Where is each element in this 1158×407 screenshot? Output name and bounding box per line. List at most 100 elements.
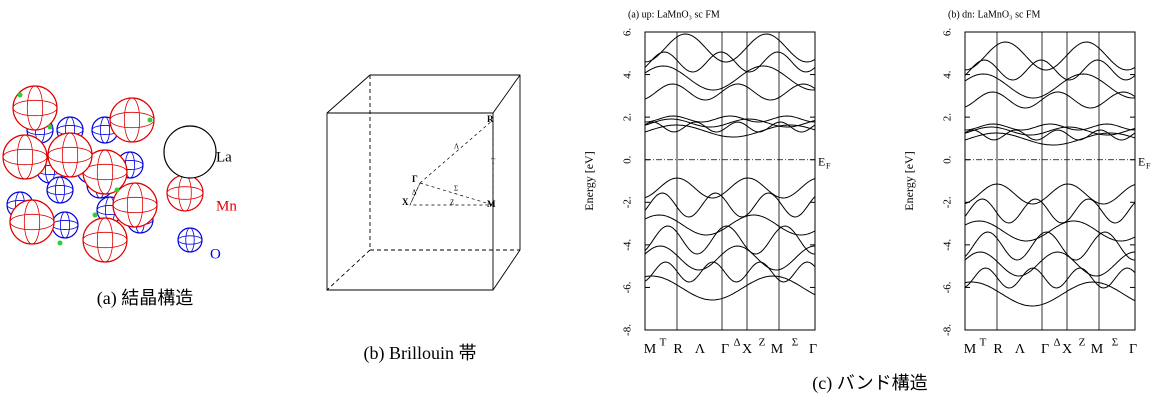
bond	[148, 118, 153, 123]
legend-o: O	[210, 246, 221, 262]
la-atom	[164, 126, 216, 178]
fermi-label: E	[818, 154, 825, 168]
y-tick-label: 6.	[942, 28, 954, 37]
band-curve	[645, 262, 815, 282]
band-plot: (b) dn: LaMnO₃ sc FM Energy [eV] -8. -6. -4.…	[902, 9, 1151, 357]
atom	[110, 98, 154, 142]
k-label: M	[644, 342, 657, 357]
fermi-label: E	[1138, 154, 1145, 168]
band-curve	[645, 52, 815, 72]
caption-c: (c) バンド構造	[812, 373, 927, 394]
k-label: M	[964, 342, 977, 357]
atom	[113, 183, 157, 227]
y-tick-label: -4.	[942, 239, 954, 251]
fermi-sub: F	[1146, 162, 1151, 171]
y-tick-label: -8.	[942, 324, 954, 336]
band-curve	[965, 92, 1135, 108]
plot-title: (a) up: LaMnO₃ sc FM	[628, 9, 720, 20]
k-label: T	[660, 337, 667, 349]
line-z: Z	[450, 199, 454, 207]
y-tick-label: -2.	[942, 196, 954, 208]
atom	[83, 218, 127, 262]
k-label: Δ	[1053, 337, 1060, 349]
band-curve	[645, 178, 815, 198]
band-curve	[645, 34, 815, 62]
y-axis-label: Energy [eV]	[902, 151, 916, 210]
point-x: X	[402, 197, 409, 207]
band-curve	[965, 60, 1135, 80]
y-tick-label: 4.	[942, 70, 954, 79]
y-tick-label: 2.	[622, 113, 634, 122]
line-delta: Δ	[412, 189, 417, 197]
point-m: M	[487, 199, 496, 209]
band-curve	[965, 42, 1135, 70]
atom	[52, 212, 78, 238]
y-tick-label: 0.	[622, 155, 634, 164]
band-curve	[965, 282, 1135, 306]
brillouin-box	[327, 75, 520, 290]
figure: La Mn O (a) 結晶構造 Γ X M R Λ Σ Δ Z T (b) B…	[0, 0, 1158, 407]
k-label: Σ	[792, 337, 798, 349]
legend-mn: Mn	[216, 198, 237, 214]
k-label: X	[742, 342, 752, 357]
atom	[48, 133, 92, 177]
k-label: Z	[1079, 337, 1086, 349]
y-tick-label: -6.	[622, 281, 634, 293]
y-tick-label: -4.	[622, 239, 634, 251]
atom	[3, 135, 47, 179]
k-label: Γ	[1041, 342, 1049, 357]
k-label: X	[1062, 342, 1072, 357]
k-label: T	[980, 337, 987, 349]
band-curve	[645, 246, 815, 270]
crystal-structure	[3, 86, 203, 262]
atom	[47, 177, 73, 203]
atom	[167, 175, 203, 211]
bands	[965, 42, 1135, 306]
k-label: R	[673, 342, 683, 357]
bond	[93, 213, 98, 218]
k-label: Σ	[1112, 337, 1118, 349]
k-label: M	[771, 342, 784, 357]
bond	[48, 125, 53, 130]
bond	[115, 188, 120, 193]
y-tick-label: 0.	[942, 155, 954, 164]
point-r: R	[487, 114, 494, 124]
k-label: Γ	[721, 342, 729, 357]
band-curve	[645, 276, 815, 300]
plot-title: (b) dn: LaMnO₃ sc FM	[948, 9, 1040, 20]
band-curve	[645, 84, 815, 100]
y-tick-label: 4.	[622, 70, 634, 79]
atom	[10, 200, 54, 244]
k-label: Λ	[695, 342, 706, 357]
k-label: M	[1091, 342, 1104, 357]
bands	[645, 34, 815, 300]
band-plot: (a) up: LaMnO₃ sc FM Energy [eV] -8. -6. -4.…	[582, 9, 831, 357]
band-curve	[965, 221, 1135, 241]
y-tick-label: 2.	[942, 113, 954, 122]
bond	[18, 93, 23, 98]
plot-frame	[645, 32, 815, 330]
y-tick-label: -2.	[622, 196, 634, 208]
band-curve	[965, 252, 1135, 276]
k-label: Γ	[1129, 342, 1137, 357]
k-label: Λ	[1015, 342, 1026, 357]
point-gamma: Γ	[412, 174, 418, 184]
band-curve	[965, 184, 1135, 204]
legend-la: La	[216, 149, 232, 165]
bond	[58, 241, 63, 246]
y-tick-label: -8.	[622, 324, 634, 336]
line-t: T	[491, 158, 496, 166]
band-curve	[645, 215, 815, 235]
band-curve	[965, 268, 1135, 288]
k-label: Δ	[733, 337, 740, 349]
caption-b: (b) Brillouin 帯	[364, 343, 477, 364]
line-lambda: Λ	[454, 143, 459, 151]
k-label: Z	[759, 337, 766, 349]
atom	[178, 228, 202, 252]
k-label: Γ	[809, 342, 817, 357]
y-tick-label: -6.	[942, 281, 954, 293]
y-axis-label: Energy [eV]	[582, 151, 596, 210]
k-label: R	[993, 342, 1003, 357]
line-sigma: Σ	[454, 185, 458, 193]
caption-a: (a) 結晶構造	[97, 288, 193, 309]
